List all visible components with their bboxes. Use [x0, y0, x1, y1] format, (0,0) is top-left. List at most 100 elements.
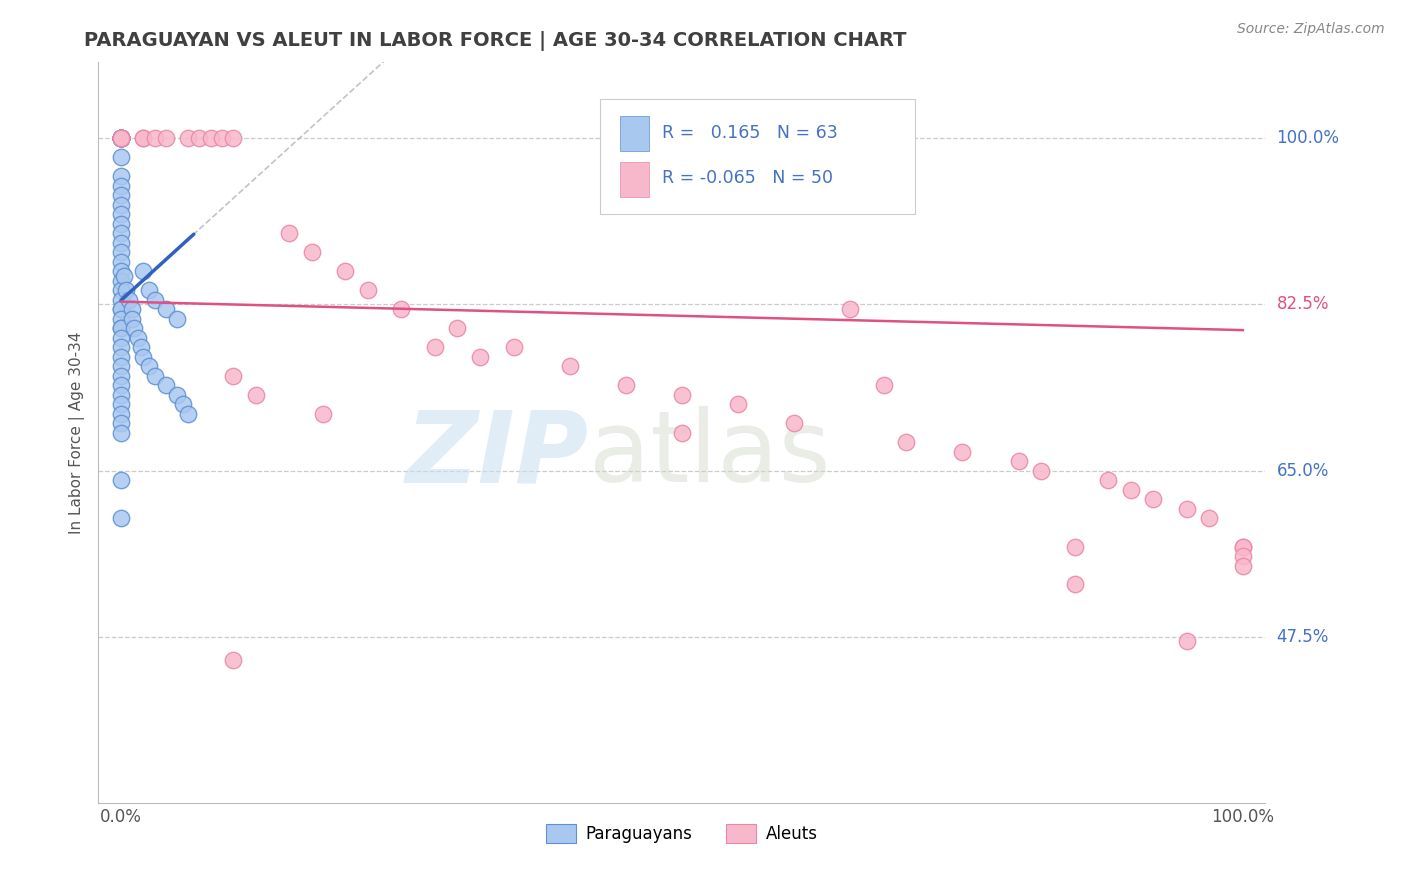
Point — [1175, 501, 1198, 516]
Point — [166, 387, 188, 401]
Point — [110, 131, 132, 145]
Point — [110, 302, 132, 317]
Text: 82.5%: 82.5% — [1277, 295, 1329, 313]
Point — [110, 264, 132, 278]
Point — [423, 340, 446, 354]
Point — [110, 321, 132, 335]
Point — [301, 245, 323, 260]
Point — [1142, 491, 1164, 506]
Text: PARAGUAYAN VS ALEUT IN LABOR FORCE | AGE 30-34 CORRELATION CHART: PARAGUAYAN VS ALEUT IN LABOR FORCE | AGE… — [84, 31, 907, 51]
Point — [188, 131, 211, 145]
Point — [1063, 540, 1085, 554]
Point — [312, 407, 335, 421]
Point — [1198, 511, 1220, 525]
Point — [896, 435, 918, 450]
Text: atlas: atlas — [589, 407, 830, 503]
Point — [110, 131, 132, 145]
Point — [727, 397, 749, 411]
Point — [155, 302, 177, 317]
Point — [110, 178, 132, 193]
Point — [211, 131, 233, 145]
Point — [110, 368, 132, 383]
Legend: Paraguayans, Aleuts: Paraguayans, Aleuts — [538, 817, 825, 850]
FancyBboxPatch shape — [600, 99, 915, 214]
Text: ZIP: ZIP — [405, 407, 589, 503]
Point — [1097, 473, 1119, 487]
Point — [118, 293, 141, 307]
Point — [783, 416, 806, 430]
Point — [357, 283, 380, 297]
Point — [110, 227, 132, 241]
Point — [200, 131, 222, 145]
Point — [222, 368, 245, 383]
Point — [110, 131, 132, 145]
Point — [1063, 577, 1085, 591]
Point — [110, 131, 132, 145]
Point — [110, 207, 132, 221]
Point — [127, 331, 149, 345]
FancyBboxPatch shape — [620, 116, 650, 152]
Point — [1175, 634, 1198, 648]
Point — [222, 131, 245, 145]
Point — [614, 378, 637, 392]
Point — [110, 407, 132, 421]
Point — [132, 131, 155, 145]
Point — [110, 131, 132, 145]
Point — [110, 302, 132, 317]
Point — [1232, 549, 1254, 563]
Point — [132, 131, 155, 145]
Point — [110, 274, 132, 288]
Point — [177, 131, 200, 145]
Point — [138, 359, 160, 374]
Point — [155, 131, 177, 145]
Point — [1119, 483, 1142, 497]
Text: 65.0%: 65.0% — [1277, 461, 1329, 480]
Point — [177, 407, 200, 421]
Point — [110, 169, 132, 184]
Point — [143, 293, 166, 307]
Y-axis label: In Labor Force | Age 30-34: In Labor Force | Age 30-34 — [69, 331, 84, 534]
Point — [671, 425, 693, 440]
Point — [110, 331, 132, 345]
Point — [110, 378, 132, 392]
Point — [110, 397, 132, 411]
Point — [468, 350, 491, 364]
Point — [1232, 540, 1254, 554]
Point — [110, 254, 132, 268]
Point — [110, 321, 132, 335]
Point — [839, 302, 862, 317]
Point — [110, 188, 132, 202]
Point — [124, 321, 146, 335]
Point — [129, 340, 152, 354]
Point — [110, 245, 132, 260]
Point — [121, 311, 143, 326]
Point — [110, 131, 132, 145]
Point — [166, 311, 188, 326]
Point — [110, 235, 132, 250]
Point — [110, 293, 132, 307]
Point — [110, 425, 132, 440]
Point — [110, 198, 132, 212]
Point — [155, 378, 177, 392]
Point — [671, 387, 693, 401]
Text: Source: ZipAtlas.com: Source: ZipAtlas.com — [1237, 22, 1385, 37]
Point — [110, 131, 132, 145]
Point — [1007, 454, 1029, 468]
Point — [143, 368, 166, 383]
Point — [389, 302, 412, 317]
Point — [558, 359, 581, 374]
Point — [110, 131, 132, 145]
Point — [1029, 464, 1052, 478]
Point — [110, 387, 132, 401]
Point — [132, 264, 155, 278]
Point — [110, 311, 132, 326]
Point — [132, 350, 155, 364]
Point — [952, 444, 974, 458]
Point — [110, 473, 132, 487]
Point — [873, 378, 896, 392]
Point — [110, 131, 132, 145]
Point — [110, 131, 132, 145]
Point — [110, 150, 132, 164]
Point — [121, 302, 143, 317]
Point — [138, 283, 160, 297]
